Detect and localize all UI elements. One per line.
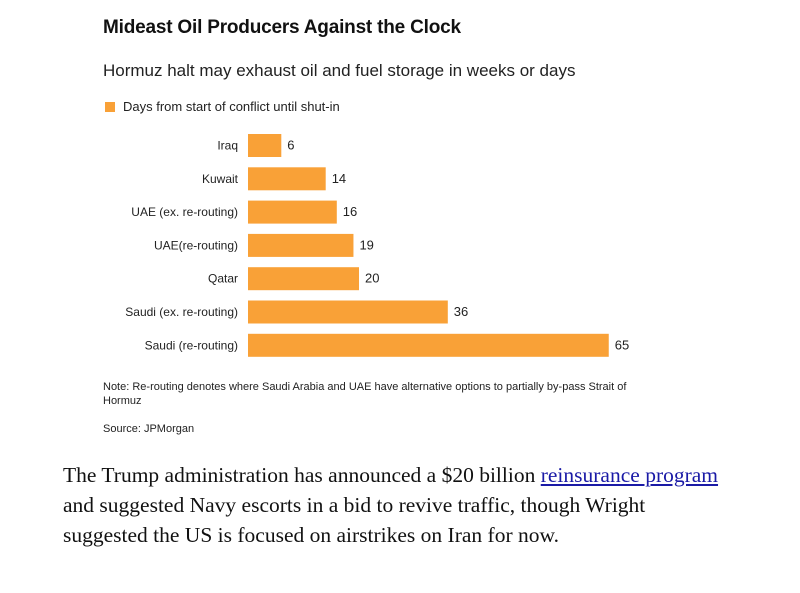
chart-note: Note: Re-routing denotes where Saudi Ara…: [103, 381, 627, 407]
article-text-after-link: and suggested Navy escorts in a bid to r…: [63, 493, 646, 547]
chart-source: Source: JPMorgan: [103, 423, 195, 435]
legend-label: Days from start of conflict until shut-i…: [123, 99, 340, 114]
article-text-before-link: The Trump administration has announced a…: [63, 463, 541, 487]
reinsurance-program-link[interactable]: reinsurance program: [540, 463, 719, 487]
article-paragraph: The Trump administration has announced a…: [63, 460, 723, 550]
value-label: 6: [287, 138, 294, 153]
value-label: 36: [454, 304, 468, 319]
category-label: Qatar: [208, 272, 238, 286]
chart-legend: Days from start of conflict until shut-i…: [105, 99, 340, 114]
value-label: 19: [359, 237, 373, 252]
bar: [248, 233, 354, 257]
legend-swatch: [105, 101, 115, 112]
bar: [248, 167, 326, 191]
bar: [248, 200, 337, 224]
bar: [248, 333, 609, 357]
bar: [248, 267, 359, 291]
category-label: UAE (ex. re-routing): [131, 205, 238, 219]
chart-subtitle: Hormuz halt may exhaust oil and fuel sto…: [103, 61, 576, 80]
value-label: 16: [343, 204, 357, 219]
value-label: 14: [332, 171, 346, 186]
category-label: UAE(re-routing): [154, 238, 238, 252]
category-label: Kuwait: [202, 172, 239, 186]
category-label: Saudi (ex. re-routing): [125, 305, 238, 319]
bar: [248, 134, 282, 157]
bar: [248, 300, 448, 324]
value-label: 20: [365, 271, 379, 286]
value-label: 65: [615, 337, 629, 352]
category-label: Saudi (re-routing): [145, 338, 238, 352]
category-label: Iraq: [217, 139, 238, 153]
bar-chart: Iraq 6 Kuwait 14 UAE (ex. re-routing) 16 UAE(r…: [125, 134, 629, 357]
chart-title: Mideast Oil Producers Against the Clock: [103, 17, 461, 38]
